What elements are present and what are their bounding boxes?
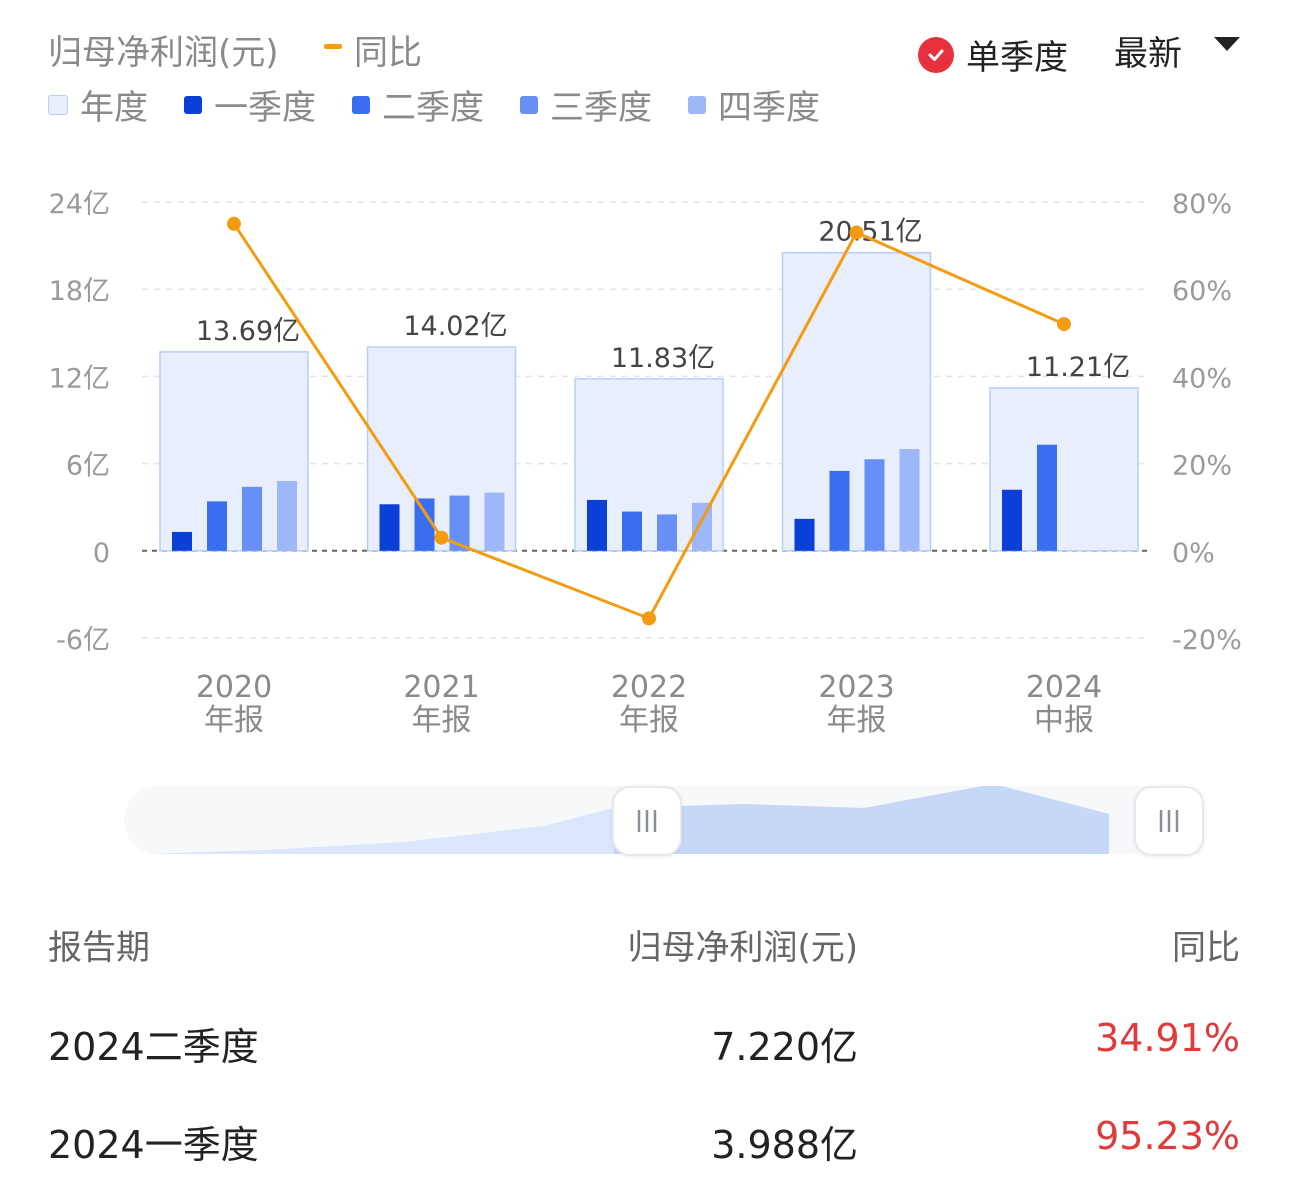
quarter-bar-4 [484, 492, 505, 551]
y-left-tick-label: 18亿 [49, 276, 110, 307]
net-profit-chart[interactable]: 24亿 18亿 12亿 6亿 0 -6亿 80% 60% 40% 20% 0% -20% 13.69亿 1… [0, 170, 1290, 750]
legend-item-q3[interactable]: 三季度 [520, 80, 652, 129]
row-profit: 7.220亿 [711, 1025, 858, 1069]
q1-swatch-icon [184, 95, 202, 114]
grip-icon [637, 810, 657, 832]
row-profit: 3.988亿 [711, 1123, 858, 1167]
annual-value-label: 20.51亿 [818, 217, 922, 248]
q2-swatch-icon [352, 95, 370, 114]
x-axis-year-label: 2021 [403, 670, 479, 705]
quarter-bar-2 [622, 511, 642, 551]
series-legend: 年度 一季度 二季度 三季度 四季度 [48, 80, 820, 129]
yoy-legend-label[interactable]: 同比 [354, 33, 422, 73]
legend-annual-label: 年度 [80, 88, 148, 128]
annual-value-label: 14.02亿 [403, 311, 507, 342]
quarter-bar-2 [207, 501, 227, 551]
q3-swatch-icon [520, 95, 538, 114]
legend-item-q4[interactable]: 四季度 [688, 80, 820, 129]
quarter-bar-1 [379, 504, 400, 551]
single-quarter-label: 单季度 [966, 38, 1068, 78]
row-period: 2024二季度 [48, 1025, 259, 1069]
y-left-tick-label: 0 [93, 538, 110, 569]
range-slider-left-handle[interactable] [612, 786, 682, 856]
y-left-tick-label: 24亿 [49, 189, 110, 220]
legend-item-q2[interactable]: 二季度 [352, 80, 484, 129]
table-header-yoy: 同比 [1172, 928, 1240, 968]
annual-swatch-icon [48, 94, 68, 115]
quarter-bar-2 [1037, 444, 1057, 551]
y-left-tick-label: 6亿 [66, 451, 110, 482]
row-yoy: 34.91% [1095, 1016, 1240, 1060]
quarter-bar-2 [414, 498, 435, 551]
x-axis-report-type-label: 年报 [412, 703, 472, 738]
row-period: 2024一季度 [48, 1123, 259, 1167]
legend-q3-label: 三季度 [550, 88, 652, 128]
quarter-bar-4 [692, 502, 712, 551]
legend-q4-label: 四季度 [718, 88, 820, 128]
quarter-bar-4 [277, 481, 297, 551]
quarter-bar-3 [657, 514, 677, 551]
y-right-tick-label: 80% [1172, 189, 1232, 220]
table-row[interactable]: 2024二季度 7.220亿 34.91% [0, 1010, 1290, 1070]
latest-dropdown[interactable]: 最新 [1114, 26, 1242, 75]
yoy-point [849, 225, 864, 240]
annual-value-label: 11.83亿 [611, 343, 715, 374]
quarter-bar-1 [172, 531, 192, 551]
table-row[interactable]: 2024一季度 3.988亿 95.23% [0, 1108, 1290, 1168]
annual-value-label: 13.69亿 [196, 316, 300, 347]
quarter-bar-1 [1002, 489, 1022, 551]
x-axis-report-type-label: 年报 [619, 703, 679, 738]
q4-swatch-icon [688, 95, 706, 114]
x-axis-year-label: 2022 [611, 670, 687, 705]
quarter-bar-3 [449, 495, 470, 551]
range-slider-right-handle[interactable] [1134, 786, 1204, 856]
latest-label: 最新 [1114, 34, 1182, 74]
legend-item-q1[interactable]: 一季度 [184, 80, 316, 129]
legend-q1-label: 一季度 [214, 88, 316, 128]
yoy-point [1057, 317, 1071, 332]
y-right-tick-label: 60% [1172, 276, 1232, 307]
table-header-profit: 归母净利润(元) [627, 928, 858, 968]
quarter-bar-3 [242, 486, 262, 551]
y-right-tick-label: 40% [1172, 363, 1232, 394]
check-circle-icon [918, 36, 954, 73]
yoy-point [642, 611, 656, 626]
quarter-bar-1 [587, 499, 607, 551]
annual-value-label: 11.21亿 [1026, 352, 1130, 383]
yoy-point [227, 216, 241, 231]
x-axis-year-label: 2023 [818, 670, 894, 705]
x-axis-report-type-label: 年报 [827, 703, 887, 738]
grip-icon [1159, 810, 1179, 832]
legend-q2-label: 二季度 [382, 88, 484, 128]
legend-item-annual[interactable]: 年度 [48, 80, 148, 129]
quarter-bar-1 [794, 518, 815, 551]
x-axis-report-type-label: 年报 [204, 703, 264, 738]
x-axis-year-label: 2024 [1026, 670, 1102, 705]
quarter-bar-3 [864, 459, 885, 551]
table-header-period: 报告期 [48, 928, 150, 968]
x-axis-year-label: 2020 [196, 670, 272, 705]
y-left-tick-label: 12亿 [49, 363, 110, 394]
row-yoy: 95.23% [1095, 1114, 1240, 1158]
y-right-tick-label: 20% [1172, 451, 1232, 482]
y-left-tick-label: -6亿 [56, 625, 110, 656]
legend-title: 归母净利润(元) [48, 33, 279, 73]
yoy-legend-line-icon [324, 44, 342, 49]
x-axis-report-type-label: 中报 [1034, 703, 1094, 738]
yoy-point [434, 530, 449, 545]
quarter-bar-2 [829, 470, 850, 551]
dropdown-triangle-icon [1214, 36, 1240, 51]
quarter-bar-4 [899, 449, 920, 551]
y-right-tick-label: 0% [1172, 538, 1215, 569]
y-right-tick-label: -20% [1172, 625, 1242, 656]
single-quarter-toggle[interactable]: 单季度 [918, 30, 1068, 79]
